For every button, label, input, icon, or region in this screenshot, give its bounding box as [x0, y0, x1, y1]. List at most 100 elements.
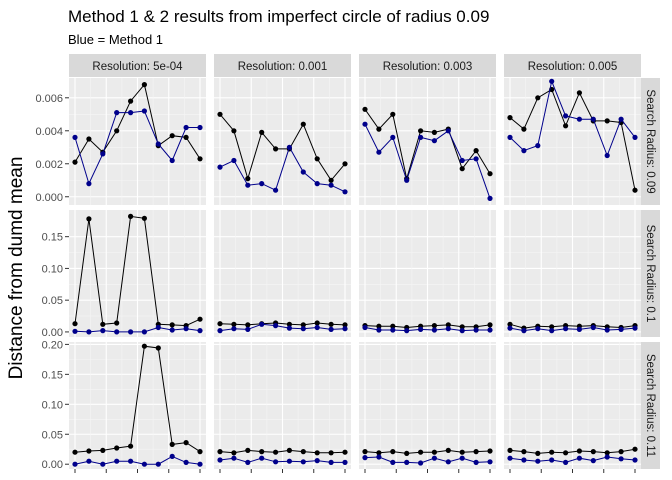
blue-series-point	[231, 157, 237, 164]
black-series-point	[549, 449, 555, 455]
blue-series-point	[314, 324, 320, 331]
blue-series-point	[217, 164, 223, 170]
y-tick-label: 0.004	[35, 126, 63, 138]
blue-series-point	[459, 328, 465, 334]
blue-series-point	[487, 195, 493, 201]
blue-series-point	[404, 177, 410, 183]
black-series-point	[390, 111, 396, 117]
blue-series-point	[273, 323, 279, 329]
black-series-point	[507, 447, 513, 453]
black-series-point	[563, 123, 569, 129]
black-series-point	[245, 176, 251, 182]
blue-series-point	[390, 134, 396, 140]
blue-series-line	[364, 456, 491, 464]
blue-series-point	[86, 181, 92, 187]
black-series-point	[300, 449, 306, 455]
blue-series-point	[445, 128, 451, 134]
blue-series-point	[141, 461, 147, 467]
black-series-point	[390, 323, 396, 329]
column-strip	[214, 54, 351, 77]
black-series-point	[535, 450, 541, 456]
blue-series-point	[549, 328, 555, 334]
blue-series-point	[217, 328, 223, 334]
black-series-point	[231, 450, 237, 456]
blue-series-point	[314, 458, 320, 464]
black-series-point	[487, 448, 493, 454]
blue-series-point	[521, 328, 527, 334]
black-series-point	[273, 146, 279, 152]
black-series-point	[314, 320, 320, 326]
blue-series-point	[217, 457, 223, 463]
blue-series-point	[183, 326, 189, 332]
blue-series-point	[114, 110, 120, 116]
black-series-point	[314, 450, 320, 456]
blue-series-point	[141, 108, 147, 114]
blue-series-point	[376, 149, 382, 155]
blue-series-point	[362, 455, 368, 461]
row-strip-label: Search Radius: 0.09	[644, 89, 656, 193]
blue-series-point	[535, 326, 541, 332]
blue-series-point	[507, 134, 513, 140]
y-tick-label: 0.10	[42, 263, 63, 275]
blue-series-point	[473, 156, 479, 162]
blue-series-point	[418, 326, 424, 332]
blue-series-point	[300, 169, 306, 175]
blue-series-point	[183, 459, 189, 465]
black-series-point	[183, 134, 189, 140]
black-series-line	[74, 345, 201, 453]
black-series-line	[219, 113, 346, 182]
black-series-point	[473, 148, 479, 154]
y-tick-label: 0.05	[42, 429, 63, 441]
blue-series-point	[286, 144, 292, 150]
black-series-point	[286, 321, 292, 327]
blue-series-point	[604, 454, 610, 460]
blue-series-point	[473, 459, 479, 465]
black-series-point	[328, 450, 334, 456]
black-series-point	[507, 321, 513, 327]
black-series-point	[259, 129, 265, 135]
blue-series-point	[563, 113, 569, 119]
black-series-line	[509, 323, 636, 329]
column-strip	[69, 54, 206, 77]
black-series-point	[459, 449, 465, 455]
black-series-point	[376, 323, 382, 329]
blue-series-point	[197, 328, 203, 334]
blue-series-point	[507, 455, 513, 461]
blue-series-point	[632, 325, 638, 331]
row-strip-label: Search Radius: 0.11	[644, 354, 656, 457]
blue-series-point	[590, 116, 596, 122]
blue-series-point	[604, 327, 610, 333]
black-series-point	[404, 450, 410, 456]
y-tick-label: 0.20	[42, 339, 63, 351]
column-strip	[504, 54, 641, 77]
y-tick-label: 0.15	[42, 369, 63, 381]
blue-series-point	[563, 459, 569, 465]
blue-series-line	[364, 123, 491, 199]
blue-series-point	[245, 459, 251, 465]
chart-subtitle: Blue = Method 1	[68, 32, 163, 47]
black-series-point	[618, 449, 624, 455]
black-series-point	[604, 450, 610, 456]
blue-series-point	[431, 455, 437, 461]
black-series-point	[128, 213, 134, 219]
black-series-point	[563, 450, 569, 456]
black-series-point	[141, 215, 147, 221]
blue-series-point	[72, 461, 78, 467]
black-series-line	[219, 449, 346, 454]
black-series-point	[473, 449, 479, 455]
blue-series-point	[418, 460, 424, 466]
blue-series-point	[487, 459, 493, 465]
black-series-point	[362, 106, 368, 112]
y-tick-label: 0.00	[42, 327, 63, 339]
blue-series-point	[576, 455, 583, 461]
blue-series-point	[72, 134, 78, 140]
black-series-point	[342, 449, 348, 455]
black-series-point	[231, 321, 237, 327]
blue-series-point	[86, 329, 92, 335]
blue-series-point	[445, 326, 451, 332]
blue-series-line	[509, 79, 636, 157]
row-strip	[641, 342, 660, 469]
blue-series-point	[273, 459, 279, 465]
blue-series-point	[128, 329, 134, 335]
